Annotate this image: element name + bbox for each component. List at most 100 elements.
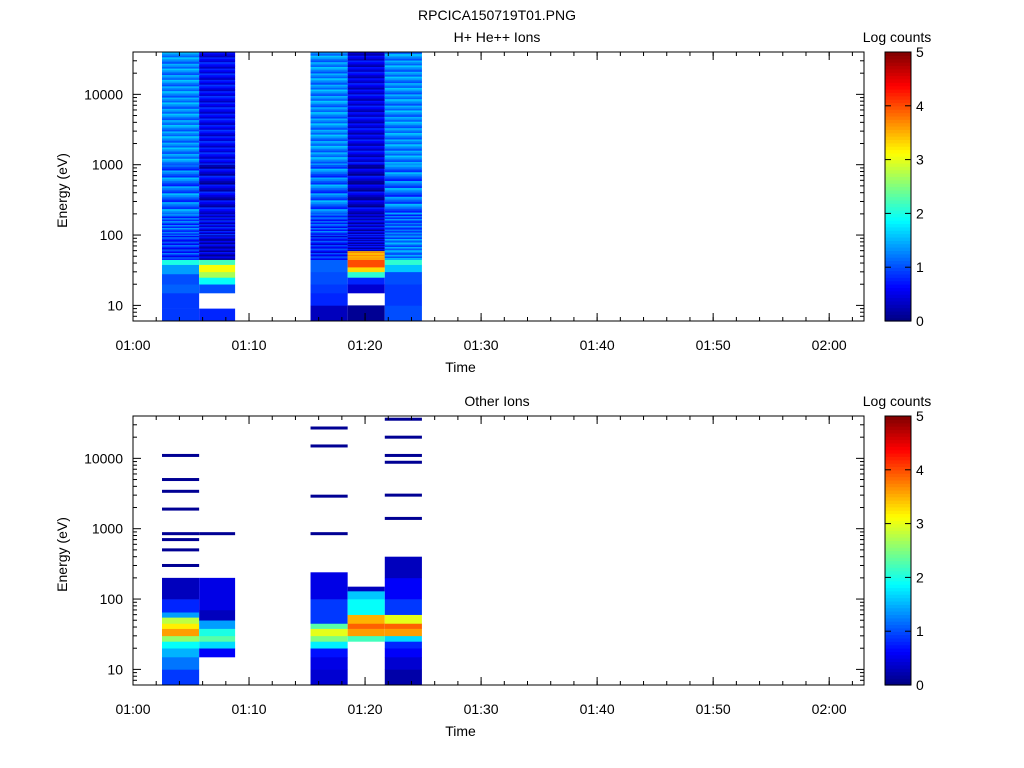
- colorbar-segment: [885, 510, 911, 515]
- x-tick-label: 01:20: [348, 337, 383, 353]
- heatmap-cell: [384, 68, 422, 71]
- heatmap-cell: [347, 158, 385, 161]
- heatmap-cell: [162, 175, 200, 178]
- heatmap-cell: [199, 247, 236, 249]
- heatmap-cell: [310, 213, 348, 216]
- heatmap-cell: [347, 248, 385, 251]
- heatmap-cell: [384, 229, 422, 232]
- heatmap-cell: [347, 135, 385, 138]
- heatmap-cell: [384, 221, 422, 223]
- heatmap-cell: [310, 235, 348, 238]
- heatmap-cell: [199, 243, 236, 246]
- colorbar-tick-label: 1: [916, 259, 924, 275]
- heatmap-cell: [310, 106, 348, 109]
- heatmap-cell: [347, 153, 385, 156]
- heatmap-cell: [384, 628, 422, 637]
- heatmap-cell: [199, 212, 236, 215]
- heatmap-cell: [162, 243, 200, 246]
- heatmap-cell: [347, 223, 385, 225]
- heatmap-cell: [384, 284, 422, 306]
- colorbar-segment: [885, 426, 911, 431]
- heatmap-cell: [162, 212, 200, 215]
- heatmap-cell: [384, 155, 422, 158]
- heatmap-cell: [310, 216, 348, 218]
- heatmap-cell: [310, 159, 348, 162]
- heatmap-cell: [162, 72, 200, 76]
- heatmap-cell: [162, 255, 200, 257]
- heatmap-cell: [384, 228, 422, 231]
- heatmap-cell: [347, 205, 385, 208]
- colorbar-segment: [885, 149, 911, 154]
- heatmap-cell: [347, 591, 385, 600]
- heatmap-cell: [347, 187, 385, 190]
- heatmap-cell: [384, 219, 422, 222]
- heatmap-cell: [199, 180, 236, 183]
- colorbar-segment: [885, 530, 911, 535]
- heatmap-cell: [199, 235, 236, 237]
- colorbar-segment: [885, 483, 911, 488]
- heatmap-cell: [310, 151, 348, 154]
- colorbar-segment: [885, 203, 911, 208]
- heatmap-cell: [310, 245, 348, 247]
- heatmap-cell: [384, 258, 422, 260]
- heatmap-cell: [384, 146, 422, 150]
- heatmap-cell: [162, 118, 200, 121]
- heatmap-cell: [310, 163, 348, 166]
- heatmap-cell: [347, 71, 385, 74]
- heatmap-cell: [384, 245, 422, 247]
- heatmap-cell: [347, 105, 385, 108]
- heatmap-cell: [310, 218, 348, 220]
- heatmap-cell: [310, 238, 348, 240]
- colorbar-segment: [885, 58, 911, 63]
- heatmap-cell: [347, 224, 385, 226]
- heatmap-cell: [199, 635, 236, 642]
- x-tick-label: 02:00: [812, 337, 847, 353]
- heatmap-cell: [384, 216, 422, 218]
- heatmap-cell: [384, 198, 422, 201]
- colorbar-segment: [885, 594, 911, 599]
- heatmap-cell: [310, 63, 348, 66]
- colorbar-segment: [885, 159, 911, 164]
- colorbar-segment: [885, 513, 911, 518]
- colorbar-segment: [885, 439, 911, 444]
- heatmap-cell: [199, 69, 236, 72]
- heatmap-cell: [162, 66, 200, 69]
- heatmap-cell: [310, 55, 348, 58]
- colorbar-segment: [885, 156, 911, 161]
- heatmap-cell: [199, 271, 236, 278]
- heatmap-cell: [199, 239, 236, 241]
- heatmap-cell: [199, 153, 236, 156]
- heatmap-cell: [384, 168, 422, 171]
- heatmap-cell: [347, 277, 385, 285]
- heatmap-cell: [310, 109, 348, 113]
- colorbar-segment: [885, 88, 911, 93]
- heatmap-cell-line: [162, 489, 200, 493]
- heatmap-cell: [199, 84, 236, 87]
- heatmap-cell: [199, 250, 236, 253]
- heatmap-cell: [310, 669, 348, 686]
- heatmap-cell: [199, 237, 236, 240]
- heatmap-cell: [310, 137, 348, 140]
- heatmap-cell: [347, 240, 385, 242]
- heatmap-cell: [310, 256, 348, 259]
- heatmap-cell: [162, 126, 200, 129]
- heatmap-cell: [310, 227, 348, 229]
- heatmap-cell: [310, 657, 348, 670]
- heatmap-cell: [347, 151, 385, 154]
- colorbar-segment: [885, 607, 911, 612]
- heatmap-cell: [310, 226, 348, 228]
- heatmap-cell: [162, 234, 200, 236]
- heatmap-cell: [199, 187, 236, 190]
- heatmap-cell: [199, 145, 236, 148]
- heatmap-cell: [199, 97, 236, 100]
- colorbar-segment: [885, 516, 911, 521]
- heatmap-cell: [347, 218, 385, 220]
- heatmap-cell: [384, 63, 422, 66]
- heatmap-cell: [347, 134, 385, 137]
- heatmap-cell: [310, 180, 348, 183]
- heatmap-cell: [310, 231, 348, 233]
- heatmap-cell: [199, 218, 236, 220]
- heatmap-cell: [384, 185, 422, 189]
- heatmap-cell: [199, 222, 236, 225]
- heatmap-cell: [310, 648, 348, 658]
